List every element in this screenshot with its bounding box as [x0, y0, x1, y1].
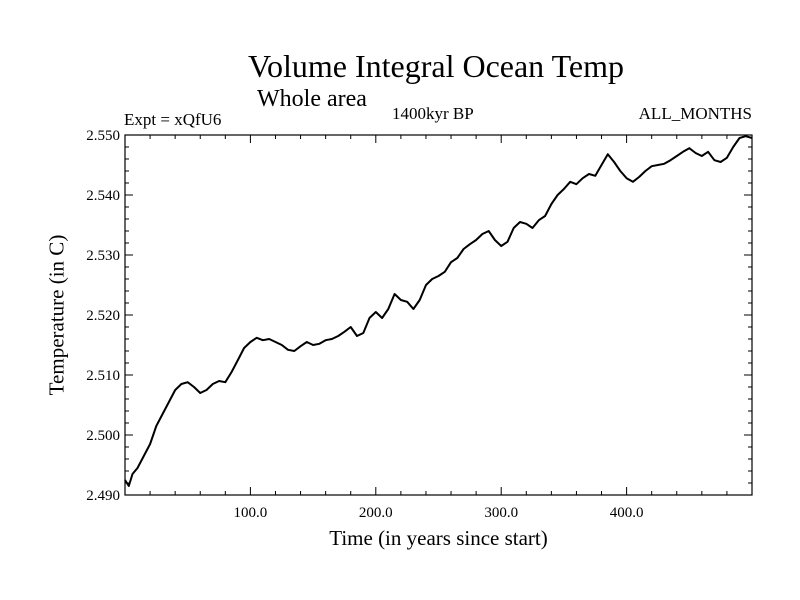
chart-title: Volume Integral Ocean Temp: [247, 48, 624, 84]
x-tick-label: 400.0: [610, 505, 644, 521]
x-axis-label: Time (in years since start): [329, 526, 548, 550]
chart-subtitle: Whole area: [257, 86, 367, 112]
months-label: ALL_MONTHS: [638, 104, 752, 123]
plot-frame: [124, 134, 753, 496]
y-tick-label: 2.540: [86, 188, 120, 204]
y-tick-label: 2.510: [86, 368, 120, 384]
y-tick-label: 2.530: [86, 248, 120, 264]
x-tick-label: 100.0: [234, 505, 268, 521]
x-tick-label: 300.0: [484, 505, 518, 521]
y-tick-label: 2.500: [86, 428, 120, 444]
axis-ticks: [125, 135, 752, 495]
tick-labels: 100.0 200.0 300.0 400.0 2.490 2.500 2.510 2.520…: [86, 128, 643, 521]
y-tick-label: 2.490: [86, 488, 120, 504]
period-label: 1400kyr BP: [392, 104, 474, 123]
y-tick-label: 2.550: [86, 128, 120, 144]
y-tick-label: 2.520: [86, 308, 120, 324]
temperature-series-line: [124, 135, 753, 487]
x-tick-label: 200.0: [359, 505, 393, 521]
experiment-label: Expt = xQfU6: [124, 110, 222, 129]
